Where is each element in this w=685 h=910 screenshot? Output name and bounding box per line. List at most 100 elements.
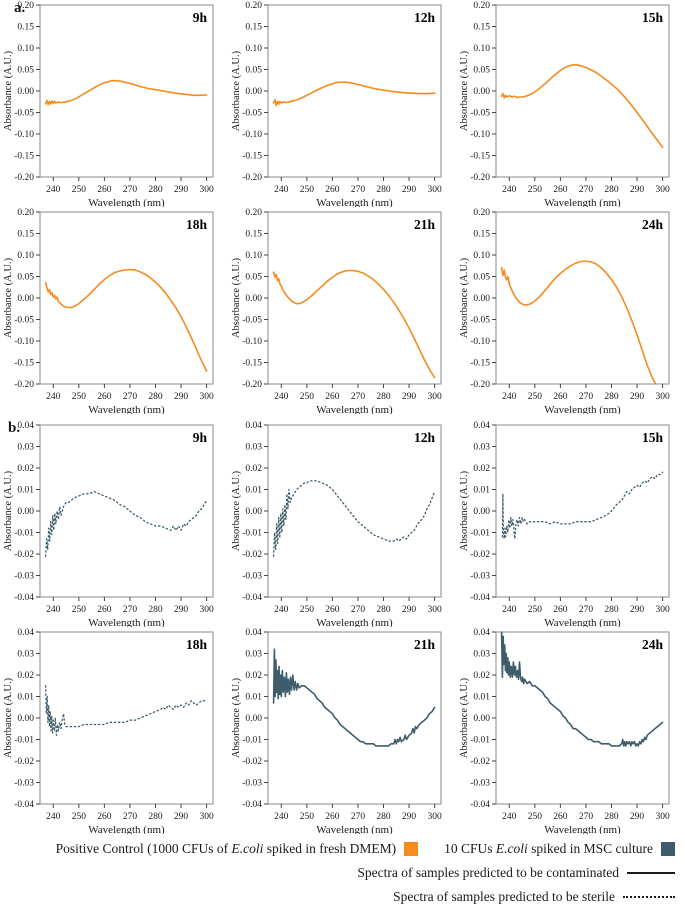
y-tick-label: 0.00 — [245, 507, 262, 517]
subplot-title: 18h — [186, 637, 208, 652]
x-tick-label: 260 — [97, 812, 112, 822]
x-tick-label: 290 — [174, 605, 189, 615]
y-tick-label: -0.01 — [14, 736, 34, 746]
axes-box — [267, 4, 442, 178]
chart-svg: -0.20 -0.15 -0.10 -0.05 0.00 0.05 0.10 0.15 0.20… — [231, 208, 442, 416]
panel-b-grid: -0.04 -0.03 -0.02 -0.01 0.00 0.01 0.02 0.03 0.04… — [0, 420, 685, 836]
axes-box — [495, 211, 670, 385]
y-tick-label: 0.04 — [245, 421, 262, 431]
y-tick-label: -0.03 — [14, 572, 34, 582]
x-tick-label: 300 — [199, 812, 214, 822]
x-tick-label: 290 — [630, 605, 645, 615]
x-tick-label: 250 — [72, 392, 87, 402]
y-tick-label: 0.15 — [17, 230, 34, 240]
spectrum-line — [272, 269, 436, 379]
y-tick-label: -0.01 — [242, 529, 262, 539]
x-tick-label: 290 — [174, 185, 189, 195]
legend-row-3: Spectra of samples predicted to be steri… — [375, 886, 675, 907]
x-tick-label: 250 — [300, 185, 315, 195]
x-axis-label: Wavelength (nm) — [88, 617, 165, 627]
x-tick-label: 240 — [502, 392, 517, 402]
x-tick-label: 250 — [528, 185, 543, 195]
x-axis-label: Wavelength (nm) — [544, 197, 621, 207]
y-tick-label: 0.15 — [473, 230, 490, 240]
axes-box — [39, 631, 214, 805]
y-axis-label: Absorbance (A.U.) — [231, 257, 242, 338]
y-axis-label: Absorbance (A.U.) — [231, 677, 242, 758]
axes-box — [495, 631, 670, 805]
spectrum-line — [272, 648, 436, 747]
x-tick-label: 290 — [402, 392, 417, 402]
x-tick-label: 290 — [630, 392, 645, 402]
y-tick-label: -0.20 — [14, 380, 34, 390]
y-tick-label: -0.15 — [242, 152, 262, 162]
x-tick-label: 270 — [351, 605, 366, 615]
y-tick-label: 0.10 — [17, 44, 34, 54]
legend-entry-label: Positive Control (1000 CFUs of E.coli sp… — [55, 840, 397, 856]
y-tick-label: -0.03 — [242, 779, 262, 789]
y-tick-label: -0.10 — [470, 130, 490, 140]
y-tick-label: 0.04 — [245, 628, 262, 638]
x-tick-label: 300 — [199, 392, 214, 402]
panel-a: a. -0.20 -0.15 -0.10 -0.05 0.00 0.05 0.10 0.15 0… — [0, 0, 685, 416]
x-tick-label: 270 — [123, 185, 138, 195]
x-tick-label: 250 — [528, 812, 543, 822]
x-tick-label: 250 — [72, 812, 87, 822]
x-tick-label: 280 — [148, 392, 163, 402]
spectrum-line — [44, 268, 208, 372]
subplot-title: 18h — [186, 217, 208, 232]
y-tick-label: 0.04 — [473, 628, 490, 638]
subplot-a-12h: -0.20 -0.15 -0.10 -0.05 0.00 0.05 0.10 0.15 0.20… — [228, 0, 456, 209]
subplot-title: 21h — [414, 637, 436, 652]
x-tick-label: 250 — [528, 605, 543, 615]
x-tick-label: 290 — [630, 812, 645, 822]
legend: Positive Control (1000 CFUs of E.coli sp… — [0, 838, 685, 907]
y-tick-label: -0.20 — [14, 173, 34, 183]
spectrum-line — [272, 81, 436, 107]
spectrum-line — [272, 480, 436, 557]
y-tick-label: 0.10 — [473, 44, 490, 54]
chart-svg: -0.04 -0.03 -0.02 -0.01 0.00 0.01 0.02 0.03 0.04… — [231, 628, 442, 836]
x-tick-label: 260 — [325, 812, 340, 822]
axes-box — [267, 211, 442, 385]
x-tick-label: 280 — [148, 812, 163, 822]
y-axis-label: Absorbance (A.U.) — [3, 677, 14, 758]
y-tick-label: 0.01 — [17, 486, 34, 496]
x-tick-label: 270 — [123, 605, 138, 615]
y-tick-label: -0.01 — [242, 736, 262, 746]
subplot-b-21h: -0.04 -0.03 -0.02 -0.01 0.00 0.01 0.02 0.03 0.04… — [228, 627, 456, 836]
x-tick-label: 250 — [300, 605, 315, 615]
y-tick-label: -0.01 — [14, 529, 34, 539]
y-tick-label: 0.15 — [245, 230, 262, 240]
y-tick-label: 0.03 — [17, 650, 34, 660]
y-tick-label: 0.04 — [473, 421, 490, 431]
x-tick-label: 280 — [376, 605, 391, 615]
x-tick-label: 240 — [502, 605, 517, 615]
legend-entry: Spectra of samples predicted to be conta… — [357, 865, 675, 881]
x-tick-label: 300 — [199, 185, 214, 195]
chart-svg: -0.04 -0.03 -0.02 -0.01 0.00 0.01 0.02 0.03 0.04… — [231, 421, 442, 629]
y-tick-label: -0.10 — [14, 337, 34, 347]
legend-entry: Spectra of samples predicted to be steri… — [393, 889, 675, 905]
y-tick-label: -0.02 — [470, 550, 490, 560]
y-tick-label: 0.05 — [245, 66, 262, 76]
y-tick-label: -0.05 — [242, 109, 262, 119]
x-axis-label: Wavelength (nm) — [544, 824, 621, 834]
y-tick-label: 0.01 — [17, 693, 34, 703]
legend-entry-label: 10 CFUs E.coli spiked in MSC culture — [444, 840, 653, 856]
y-tick-label: 0.15 — [17, 23, 34, 33]
subplot-b-12h: -0.04 -0.03 -0.02 -0.01 0.00 0.01 0.02 0.03 0.04… — [228, 420, 456, 629]
spectrum-line — [500, 631, 664, 747]
y-tick-label: -0.10 — [470, 337, 490, 347]
y-tick-label: -0.02 — [242, 757, 262, 767]
subplot-title: 12h — [414, 430, 436, 445]
panel-b: b. -0.04 -0.03 -0.02 -0.01 0.00 0.01 0.02 0.03 0… — [0, 420, 685, 836]
y-tick-label: 0.00 — [245, 87, 262, 97]
x-tick-label: 300 — [427, 605, 442, 615]
x-tick-label: 300 — [655, 392, 670, 402]
y-tick-label: 0.03 — [17, 443, 34, 453]
subplot-b-15h: -0.04 -0.03 -0.02 -0.01 0.00 0.01 0.02 0.03 0.04… — [456, 420, 684, 629]
y-tick-label: -0.04 — [470, 593, 490, 603]
x-tick-label: 280 — [604, 812, 619, 822]
